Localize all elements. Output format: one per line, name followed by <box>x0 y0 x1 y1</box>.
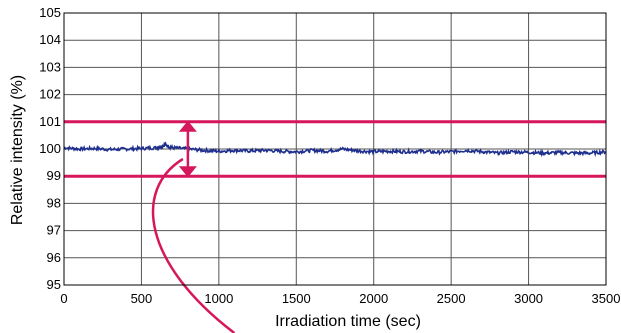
x-tick-label: 2000 <box>359 291 388 306</box>
y-tick-label: 98 <box>47 195 61 210</box>
annotation-curve-pointer <box>151 157 236 333</box>
y-tick-label: 102 <box>39 87 61 102</box>
y-tick-label: 95 <box>47 277 61 292</box>
x-tick-label: 2500 <box>437 291 466 306</box>
double-arrow-head-up <box>178 120 197 132</box>
y-tick-labels: 95 96 97 98 99 100 101 102 103 104 105 <box>39 5 61 292</box>
x-tick-label: 1500 <box>282 291 311 306</box>
data-series-line <box>63 141 607 158</box>
y-tick-label: 105 <box>39 5 61 20</box>
x-tick-labels: 0 500 1000 1500 2000 2500 3000 3500 <box>60 291 620 306</box>
reference-lines <box>64 120 606 178</box>
x-tick-label: 500 <box>131 291 153 306</box>
y-tick-label: 104 <box>39 32 61 47</box>
x-axis-label: Irradiation time (sec) <box>275 313 421 330</box>
double-arrow-head-down <box>178 166 197 178</box>
y-tick-label: 103 <box>39 59 61 74</box>
y-tick-label: 100 <box>39 141 61 156</box>
y-tick-label: 96 <box>47 250 61 265</box>
y-tick-label: 97 <box>47 223 61 238</box>
annotation-layer <box>151 120 236 333</box>
x-tick-label: 0 <box>60 291 67 306</box>
x-tick-label: 3000 <box>514 291 543 306</box>
y-axis-label: Relative intensity (%) <box>9 75 26 225</box>
x-tick-label: 1000 <box>204 291 233 306</box>
y-tick-label: 101 <box>39 114 61 129</box>
y-tick-label: 99 <box>47 168 61 183</box>
plot-area-frame <box>63 12 607 286</box>
x-tick-label: 3500 <box>592 291 621 306</box>
series-layer <box>63 141 607 158</box>
